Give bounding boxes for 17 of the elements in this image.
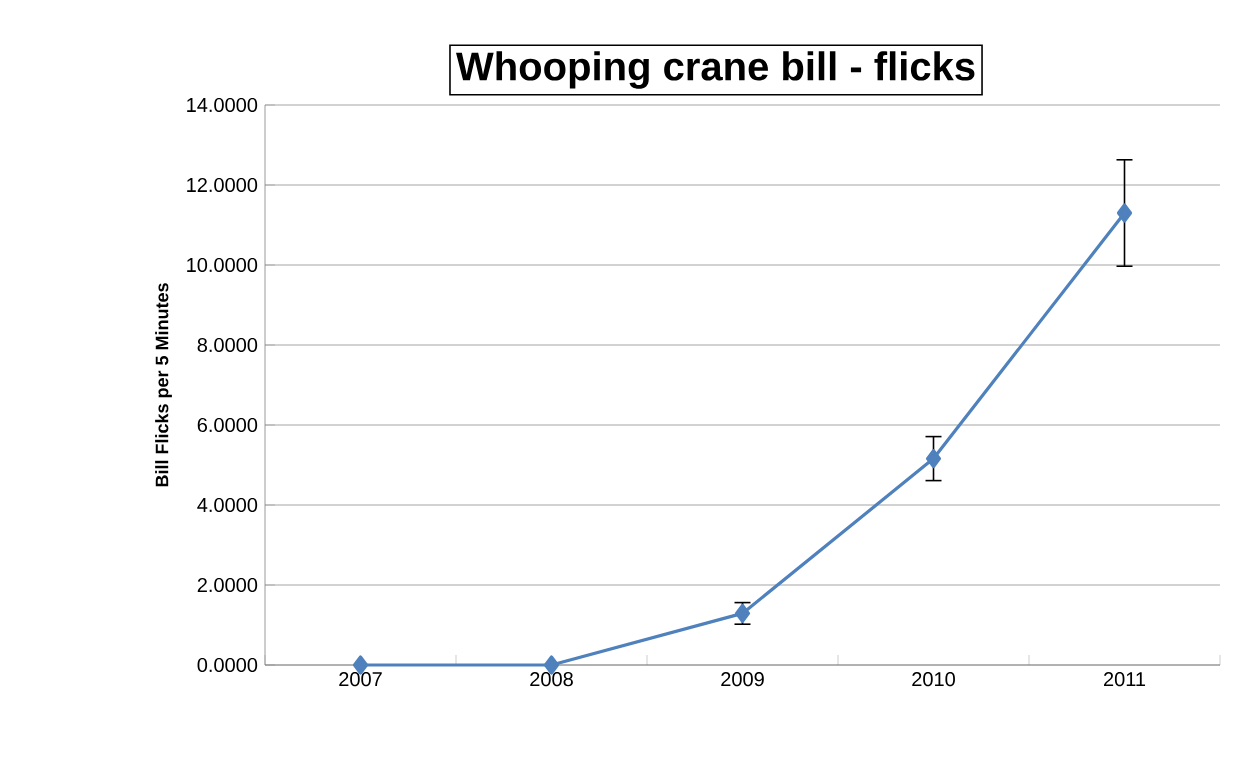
y-tick-label: 12.0000 [187,177,258,193]
point [1116,203,1133,223]
y-tick-label: 2.0000 [197,577,258,593]
x-tick-label: 2008 [530,672,573,687]
chart-title: Whooping crane bill - flicks [456,51,975,89]
x-tick-label: 2010 [912,672,955,687]
y-tick-label: 8.0000 [197,337,258,353]
y-tick-label: 0.0000 [197,657,258,673]
x-tick-label: 2011 [1104,672,1146,687]
x-tick-label: 2007 [339,672,382,687]
y-tick-label: 14.0000 [187,97,258,113]
y-tick-label: 10.0000 [187,257,258,273]
y-tick-label: 6.0000 [197,417,258,433]
x-tick-label: 2009 [721,672,764,687]
y-tick-label: 4.0000 [197,497,258,513]
y-axis-title: Bill Flicks per 5 Minutes [155,283,172,487]
point [925,449,942,469]
